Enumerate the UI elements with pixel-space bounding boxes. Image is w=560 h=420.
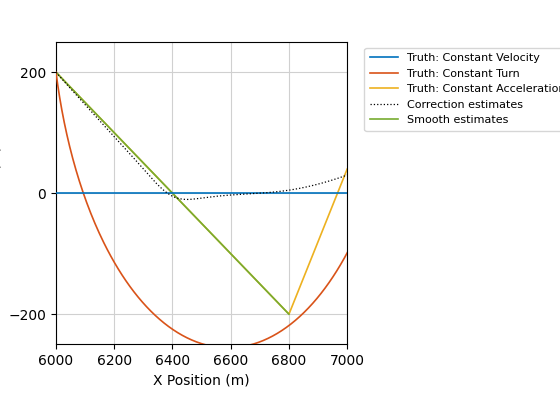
Y-axis label: Y Position (m): Y Position (m): [0, 145, 3, 241]
Truth: Constant Turn: (6e+03, 200): Constant Turn: (6e+03, 200): [53, 70, 59, 75]
Smooth estimates: [192, 214, 198, 219]
Correction estimates: [292, 186, 298, 192]
Smooth estimates: [286, 312, 292, 317]
Truth: Constant Turn: (6.54e+03, -254): Constant Turn: (6.54e+03, -254): [211, 344, 217, 349]
Truth: Constant Turn: (6.54e+03, -253): Constant Turn: (6.54e+03, -253): [209, 344, 216, 349]
Truth: Constant Acceleration: (6.8e+03, -200): Constant Acceleration: (6.8e+03, -200): [286, 312, 292, 317]
Correction estimates: [211, 194, 217, 199]
Truth: Constant Turn: (6.9e+03, -171): Constant Turn: (6.9e+03, -171): [315, 294, 321, 299]
Truth: Constant Acceleration: (6.48e+03, -40.5): Constant Acceleration: (6.48e+03, -40.5): [193, 215, 199, 220]
Correction estimates: [344, 173, 351, 178]
Smooth estimates: [249, 273, 256, 278]
Correction estimates: [53, 70, 59, 75]
Correction estimates: [227, 192, 234, 197]
Smooth estimates: [53, 71, 60, 76]
Correction estimates: [338, 175, 344, 180]
Truth: Constant Acceleration: (6.98e+03, 13.5): Constant Acceleration: (6.98e+03, 13.5): [338, 182, 344, 187]
Truth: Constant Turn: (6.08e+03, 19.9): Constant Turn: (6.08e+03, 19.9): [76, 178, 83, 184]
Truth: Constant Acceleration: (6.47e+03, -37.5): Constant Acceleration: (6.47e+03, -37.5): [191, 213, 198, 218]
Truth: Constant Acceleration: (7e+03, 40): Constant Acceleration: (7e+03, 40): [344, 166, 351, 171]
Smooth estimates: [264, 289, 270, 294]
Correction estimates: [192, 197, 198, 202]
Smooth estimates: [53, 70, 59, 75]
Line: Truth: Constant Acceleration: Truth: Constant Acceleration: [56, 72, 347, 314]
Line: Correction estimates: Correction estimates: [56, 72, 347, 200]
Line: Smooth estimates: Smooth estimates: [56, 72, 289, 314]
Correction estimates: [184, 197, 190, 202]
Truth: Constant Acceleration: (6.54e+03, -70.5): Constant Acceleration: (6.54e+03, -70.5): [210, 234, 217, 239]
Truth: Constant Turn: (6.59e+03, -256): Constant Turn: (6.59e+03, -256): [225, 345, 231, 350]
Truth: Constant Turn: (6.4e+03, -226): Constant Turn: (6.4e+03, -226): [170, 327, 176, 332]
Truth: Constant Acceleration: (6.6e+03, -97.6): Constant Acceleration: (6.6e+03, -97.6): [226, 250, 232, 255]
Line: Truth: Constant Turn: Truth: Constant Turn: [56, 72, 348, 348]
Truth: Constant Turn: (7e+03, -96.4): Constant Turn: (7e+03, -96.4): [344, 249, 351, 254]
Truth: Constant Acceleration: (6e+03, 200): Constant Acceleration: (6e+03, 200): [53, 70, 59, 75]
Truth: Constant Turn: (6.16e+03, -74): Constant Turn: (6.16e+03, -74): [98, 236, 105, 241]
Smooth estimates: [190, 213, 197, 218]
X-axis label: X Position (m): X Position (m): [153, 374, 250, 388]
Truth: Constant Acceleration: (6.82e+03, -174): Constant Acceleration: (6.82e+03, -174): [292, 296, 298, 301]
Smooth estimates: [195, 218, 202, 223]
Correction estimates: [193, 196, 200, 201]
Legend: Truth: Constant Velocity, Truth: Constant Turn, Truth: Constant Acceleration, Co: Truth: Constant Velocity, Truth: Constan…: [365, 47, 560, 131]
